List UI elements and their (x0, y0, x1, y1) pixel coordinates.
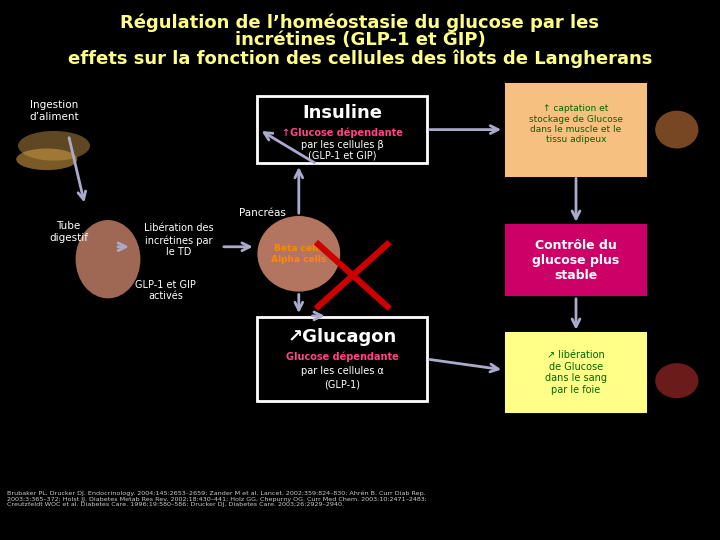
Text: Brubaker PL, Drucker DJ. Endocrinology. 2004;145:2653–2659; Zander M et al. Lanc: Brubaker PL, Drucker DJ. Endocrinology. … (7, 490, 427, 508)
Text: (GLP-1 et GIP): (GLP-1 et GIP) (307, 151, 377, 160)
Text: incrétines (GLP-1 et GIP): incrétines (GLP-1 et GIP) (235, 31, 485, 49)
FancyBboxPatch shape (258, 96, 426, 163)
Ellipse shape (655, 363, 698, 399)
Ellipse shape (655, 111, 698, 148)
FancyBboxPatch shape (505, 84, 647, 176)
Text: ↗ libération
de Glucose
dans le sang
par le foie: ↗ libération de Glucose dans le sang par… (545, 350, 607, 395)
Text: effets sur la fonction des cellules des îlots de Langherans: effets sur la fonction des cellules des … (68, 50, 652, 68)
Ellipse shape (18, 131, 90, 161)
Text: Beta cells
Alpha cells: Beta cells Alpha cells (271, 244, 326, 264)
Text: par les cellules α: par les cellules α (300, 366, 384, 376)
Text: ↑Glucose dépendante: ↑Glucose dépendante (282, 127, 402, 138)
Text: Régulation de l’homéostasie du glucose par les: Régulation de l’homéostasie du glucose p… (120, 14, 600, 32)
Ellipse shape (76, 220, 140, 298)
Text: par les cellules β: par les cellules β (301, 140, 383, 150)
Text: Pancréas: Pancréas (239, 208, 287, 218)
Text: (GLP-1): (GLP-1) (324, 380, 360, 389)
FancyBboxPatch shape (258, 317, 426, 401)
Text: Glucose dépendante: Glucose dépendante (286, 351, 398, 362)
Text: ↗Glucagon: ↗Glucagon (287, 328, 397, 347)
FancyBboxPatch shape (505, 225, 647, 295)
Text: ↑ captation et
stockage de Glucose
dans le muscle et le
tissu adipeux: ↑ captation et stockage de Glucose dans … (529, 104, 623, 144)
FancyBboxPatch shape (505, 333, 647, 411)
Ellipse shape (17, 148, 78, 170)
Ellipse shape (258, 216, 340, 292)
Text: Contrôle du
glucose plus
stable: Contrôle du glucose plus stable (532, 239, 620, 282)
Text: Libération des
incrétines par
le TD: Libération des incrétines par le TD (144, 224, 213, 257)
Text: Tube
digestif: Tube digestif (49, 221, 88, 243)
Text: Insuline: Insuline (302, 104, 382, 123)
Text: GLP-1 et GIP
activés: GLP-1 et GIP activés (135, 280, 196, 301)
Text: Ingestion
d’aliment: Ingestion d’aliment (30, 100, 78, 122)
